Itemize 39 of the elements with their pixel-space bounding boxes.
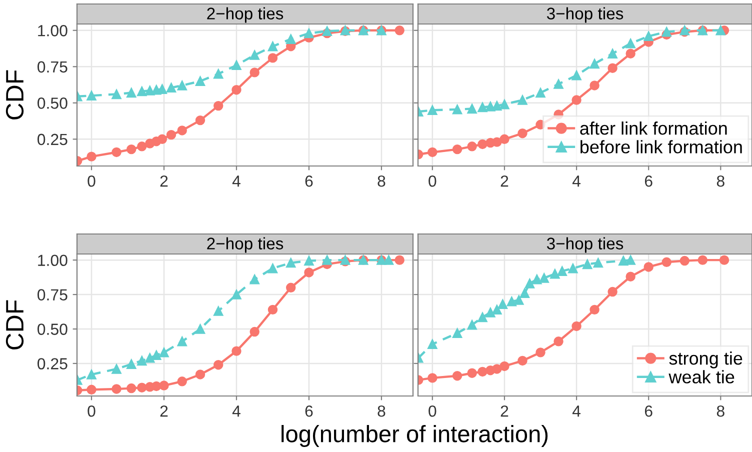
chart-title: 3−hop ties: [546, 7, 624, 23]
legend-label: strong tie: [669, 352, 742, 368]
x-tick-label: 4: [572, 176, 581, 187]
x-tick-label: 4: [232, 406, 240, 417]
x-tick-label: 2: [160, 175, 168, 187]
x-tick-label: 0: [88, 405, 96, 417]
x-axis-title: log(number of interaction): [282, 424, 548, 448]
x-tick-label: 2: [160, 405, 168, 417]
x-tick-label: 0: [428, 405, 436, 417]
x-tick-label: 6: [305, 175, 313, 187]
x-tick-label: 8: [378, 405, 386, 417]
y-tick-label: 0.75: [38, 61, 68, 73]
legend-label: before link formation: [580, 140, 742, 154]
chart-title: 2−hop ties: [207, 237, 284, 253]
y-tick-label: 0.50: [38, 98, 68, 109]
y-tick-label: 1.00: [38, 25, 68, 36]
legend-label: weak tie: [668, 370, 734, 384]
chart-title: 3−hop ties: [546, 237, 624, 253]
y-axis-title: CDF: [6, 300, 24, 350]
legend-label: after link formation: [580, 122, 727, 135]
chart-title: 2−hop ties: [207, 7, 284, 23]
y-tick-label: 0.25: [38, 134, 68, 146]
y-tick-label: 0.50: [38, 324, 68, 335]
y-tick-label: 1.00: [38, 254, 68, 266]
x-tick-label: 4: [232, 176, 240, 187]
x-tick-label: 8: [716, 405, 724, 417]
x-tick-label: 8: [378, 175, 386, 187]
x-tick-label: 6: [644, 405, 652, 417]
x-tick-label: 2: [500, 405, 508, 417]
x-tick-label: 0: [88, 175, 96, 187]
y-tick-label: 0.25: [38, 358, 68, 370]
y-tick-label: 0.75: [38, 289, 68, 300]
x-tick-label: 4: [572, 406, 581, 417]
x-tick-label: 0: [428, 175, 436, 187]
x-tick-label: 6: [644, 175, 652, 187]
x-tick-label: 6: [305, 405, 313, 417]
x-tick-label: 2: [500, 175, 508, 187]
x-tick-label: 8: [716, 175, 724, 187]
y-axis-title: CDF: [6, 70, 24, 120]
